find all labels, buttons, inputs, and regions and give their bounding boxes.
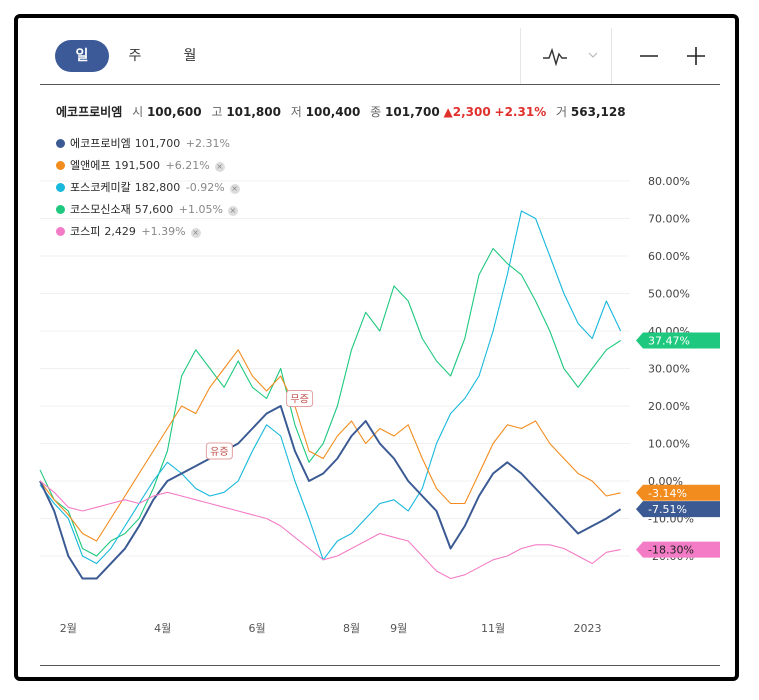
x-tick-label: 2023 bbox=[574, 622, 602, 635]
change-value: ▲2,300 bbox=[443, 105, 491, 119]
y-tick-label: 50.00% bbox=[648, 288, 690, 301]
legend-change: +1.05% bbox=[178, 203, 223, 216]
remove-series-icon[interactable]: × bbox=[190, 228, 201, 238]
x-tick-label: 8월 bbox=[343, 622, 360, 635]
low-value: 100,400 bbox=[305, 105, 361, 119]
high-label: 고 bbox=[211, 105, 223, 119]
end-badge-label: -7.51% bbox=[648, 503, 687, 516]
annotation-label: 무증 bbox=[290, 394, 308, 406]
quote-summary: 에코프로비엠 시 100,600 고 101,800 저 100,400 종 1… bbox=[56, 103, 626, 120]
chart-grid bbox=[40, 180, 630, 557]
annotation-box bbox=[205, 442, 233, 460]
change-percent: +2.31% bbox=[494, 105, 547, 119]
end-badge-label: -3.14% bbox=[648, 487, 687, 500]
end-badge bbox=[636, 541, 720, 558]
y-tick-label: 30.00% bbox=[648, 363, 690, 376]
legend-dot bbox=[56, 227, 65, 236]
series-lines bbox=[39, 210, 622, 580]
end-badge bbox=[636, 484, 720, 501]
volume-label: 거 bbox=[556, 105, 568, 119]
remove-series-icon[interactable]: × bbox=[227, 206, 238, 216]
legend-change: +6.21% bbox=[165, 159, 210, 172]
end-badges: 37.47% -3.14% -7.51% -18.30% bbox=[636, 332, 720, 558]
legend-dot bbox=[56, 205, 65, 214]
open-label: 시 bbox=[132, 105, 144, 119]
annotations: 유증 무증 bbox=[205, 390, 314, 460]
legend-name: 엘앤에프 bbox=[70, 159, 111, 172]
high-value: 101,800 bbox=[226, 105, 281, 119]
y-tick-label: 70.00% bbox=[648, 213, 690, 226]
zoom-out-button[interactable] bbox=[635, 42, 663, 70]
stock-name: 에코프로비엠 bbox=[56, 105, 123, 119]
end-badge bbox=[636, 501, 720, 518]
end-badge-label: 37.47% bbox=[648, 334, 690, 347]
legend-item: 에코프로비엠 101,700 +2.31% bbox=[56, 133, 240, 155]
volume-value: 563,128 bbox=[570, 105, 626, 119]
chart-legend: 에코프로비엠 101,700 +2.31% 엘앤에프 191,500 +6.21% ×… bbox=[56, 133, 240, 243]
legend-name: 에코프로비엠 bbox=[70, 137, 131, 150]
legend-change: +2.31% bbox=[185, 137, 230, 150]
y-tick-label: 0.00% bbox=[648, 475, 683, 488]
chart-panel bbox=[14, 14, 739, 681]
x-tick-label: 11월 bbox=[481, 622, 505, 635]
legend-price: 2,429 bbox=[104, 225, 136, 238]
tab-week[interactable]: 주 bbox=[128, 48, 142, 64]
legend-name: 포스코케미칼 bbox=[70, 181, 131, 194]
close-value: 101,700 bbox=[385, 105, 440, 119]
annotation-box bbox=[286, 390, 314, 407]
annotation-label: 유증 bbox=[210, 446, 228, 458]
chart-type-dropdown[interactable] bbox=[520, 28, 612, 84]
remove-series-icon[interactable]: × bbox=[214, 162, 225, 172]
legend-name: 코스피 bbox=[70, 225, 101, 238]
legend-dot bbox=[56, 183, 65, 192]
series-line bbox=[39, 210, 622, 565]
y-tick-label: 60.00% bbox=[648, 250, 690, 263]
end-badge-label: -18.30% bbox=[648, 544, 694, 557]
chevron-down-icon bbox=[588, 52, 598, 58]
open-value: 100,600 bbox=[146, 105, 202, 119]
x-tick-label: 9월 bbox=[390, 622, 407, 635]
x-tick-label: 4월 bbox=[154, 622, 171, 635]
line-chart-icon bbox=[543, 47, 598, 67]
bottom-divider bbox=[40, 665, 720, 666]
y-tick-label: 80.00% bbox=[648, 175, 690, 188]
legend-item: 포스코케미칼 182,800 -0.92% × bbox=[56, 177, 240, 199]
minus-icon bbox=[640, 55, 658, 57]
legend-price: 182,800 bbox=[134, 181, 181, 194]
series-line bbox=[39, 247, 621, 557]
legend-price: 101,700 bbox=[134, 137, 181, 150]
legend-name: 코스모신소재 bbox=[70, 203, 131, 216]
tab-month[interactable]: 월 bbox=[183, 48, 197, 64]
legend-change: -0.92% bbox=[185, 181, 225, 194]
tab-day[interactable]: 일 bbox=[55, 40, 109, 72]
end-badge bbox=[636, 332, 720, 349]
chart-toolbar: 일 주 월 bbox=[40, 28, 720, 85]
legend-item: 코스모신소재 57,600 +1.05% × bbox=[56, 199, 240, 221]
legend-change: +1.39% bbox=[141, 225, 186, 238]
zoom-in-button[interactable] bbox=[682, 42, 710, 70]
y-axis: 80.00%70.00%60.00%50.00%40.00%30.00%20.0… bbox=[648, 175, 694, 563]
x-tick-label: 2월 bbox=[60, 622, 77, 635]
x-tick-label: 6월 bbox=[249, 622, 266, 635]
legend-price: 57,600 bbox=[134, 203, 174, 216]
x-axis: 2월 4월 6월 8월 9월 11월 2023 bbox=[60, 622, 602, 635]
y-tick-label: 10.00% bbox=[648, 438, 690, 451]
remove-series-icon[interactable]: × bbox=[229, 184, 240, 194]
plus-icon bbox=[687, 47, 705, 65]
legend-item: 엘앤에프 191,500 +6.21% × bbox=[56, 155, 240, 177]
low-label: 저 bbox=[290, 105, 302, 119]
legend-item: 코스피 2,429 +1.39% × bbox=[56, 221, 240, 243]
close-label: 종 bbox=[370, 105, 382, 119]
series-line bbox=[39, 349, 621, 542]
legend-price: 191,500 bbox=[114, 159, 160, 172]
series-line bbox=[39, 480, 621, 580]
series-line bbox=[39, 405, 622, 580]
y-tick-label: 20.00% bbox=[648, 400, 690, 413]
legend-dot bbox=[56, 139, 65, 148]
legend-dot bbox=[56, 161, 65, 170]
